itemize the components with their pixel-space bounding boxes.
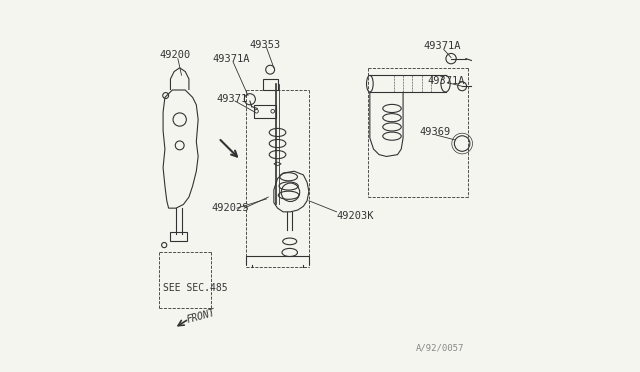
Text: 49371: 49371 bbox=[216, 94, 248, 104]
Text: A/92/0057: A/92/0057 bbox=[415, 343, 464, 352]
Text: FRONT: FRONT bbox=[185, 307, 216, 325]
Text: 49202S: 49202S bbox=[211, 203, 248, 213]
Text: 49371A: 49371A bbox=[424, 41, 461, 51]
Text: 49353: 49353 bbox=[250, 39, 281, 49]
Text: 49200: 49200 bbox=[159, 50, 191, 60]
Bar bbox=[253, 105, 276, 118]
Text: SEE SEC.485: SEE SEC.485 bbox=[163, 283, 228, 292]
Text: 49369: 49369 bbox=[420, 128, 451, 138]
Text: 49371A: 49371A bbox=[213, 54, 250, 64]
Bar bbox=[263, 79, 278, 90]
Bar bbox=[170, 232, 187, 241]
Text: 49371A: 49371A bbox=[427, 76, 465, 86]
Text: 49203K: 49203K bbox=[337, 211, 374, 221]
